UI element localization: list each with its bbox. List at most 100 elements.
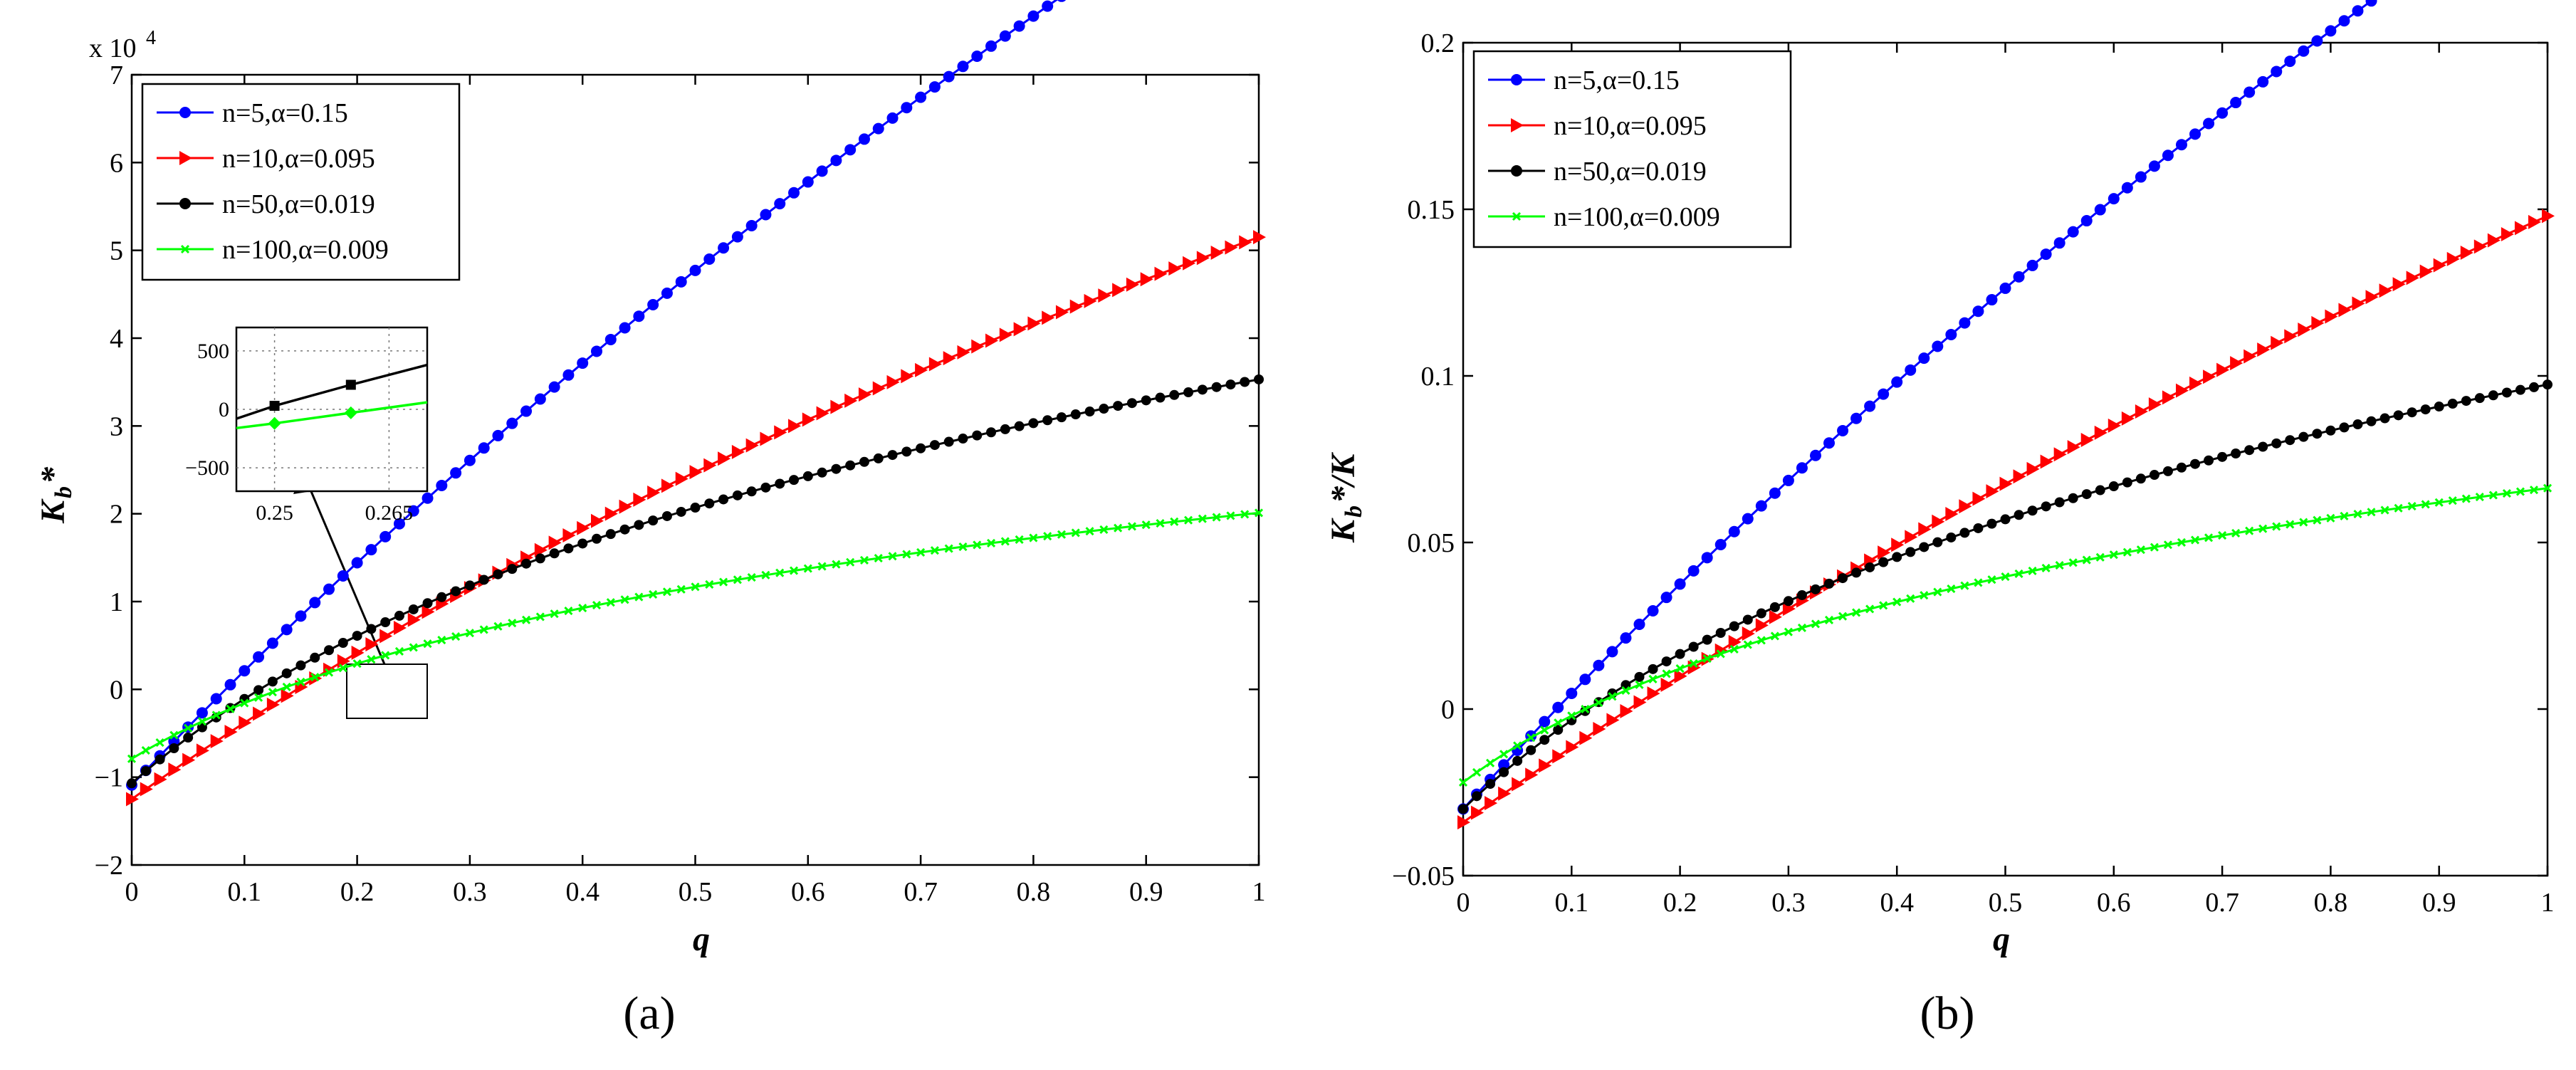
data-point <box>1945 506 1959 521</box>
data-point <box>1974 578 1983 587</box>
data-point <box>1240 510 1250 519</box>
data-point <box>1932 514 1945 529</box>
data-point <box>1687 565 1700 577</box>
data-point <box>1540 725 1549 735</box>
data-point <box>1932 340 1944 352</box>
legend-label: n=5,α=0.15 <box>1554 65 1680 95</box>
chart-b-ylabel-subscript: b <box>1341 505 1367 518</box>
data-point <box>1254 374 1264 384</box>
data-point <box>127 778 137 789</box>
data-point <box>2543 483 2553 493</box>
x-tick-label: 0.2 <box>1663 888 1697 918</box>
data-point <box>2094 204 2106 216</box>
data-point <box>1660 677 1674 692</box>
data-point <box>2054 497 2065 508</box>
data-point <box>732 490 743 500</box>
data-point <box>2244 445 2255 456</box>
data-point <box>1029 533 1038 542</box>
data-point <box>436 479 448 491</box>
data-point <box>1959 317 1971 329</box>
data-point <box>1170 517 1179 526</box>
data-point <box>365 544 377 556</box>
data-point <box>224 725 238 740</box>
data-point <box>1796 462 1808 474</box>
data-point <box>703 458 717 473</box>
legend-label: n=50,α=0.019 <box>222 189 375 219</box>
data-point <box>169 743 179 754</box>
x-tick-label: 0 <box>125 877 139 907</box>
data-point <box>1920 591 1929 600</box>
data-point <box>2121 411 2135 426</box>
data-point <box>1554 718 1563 728</box>
data-point <box>2406 271 2419 285</box>
data-point <box>197 717 206 726</box>
data-point <box>2027 505 2038 516</box>
data-point <box>521 615 531 624</box>
data-point <box>1499 767 1509 777</box>
data-point <box>422 492 434 504</box>
data-point <box>1755 618 1769 633</box>
data-point <box>1512 777 1525 792</box>
data-point <box>1864 400 1876 412</box>
data-point <box>196 743 209 758</box>
series-1 <box>1457 209 2555 830</box>
data-point <box>1906 594 1915 603</box>
data-point <box>1973 523 1984 533</box>
data-point <box>2067 440 2080 455</box>
x-tick-label: 0.1 <box>1555 888 1589 918</box>
data-point <box>2379 283 2392 298</box>
data-point <box>1946 532 1957 542</box>
data-point <box>2028 566 2037 575</box>
data-point <box>633 310 645 322</box>
data-point <box>1211 382 1222 392</box>
data-point <box>1959 528 1970 538</box>
data-point <box>1770 631 1779 641</box>
chart-a-ylabel-suffix: * <box>34 466 72 484</box>
data-point <box>1918 352 1930 364</box>
data-point <box>239 665 251 677</box>
data-point <box>1210 245 1224 260</box>
data-point <box>604 333 617 345</box>
data-point <box>634 520 644 530</box>
data-point <box>999 327 1012 342</box>
data-point <box>844 393 858 408</box>
data-point <box>295 610 307 622</box>
data-point <box>705 579 714 589</box>
data-point <box>1755 500 1767 512</box>
data-point <box>1071 528 1080 537</box>
data-point <box>578 603 587 613</box>
y-tick-label: 0.05 <box>1408 528 1455 558</box>
data-point <box>731 444 745 459</box>
data-point <box>478 442 490 454</box>
series-line <box>131 511 1260 760</box>
data-point <box>379 530 392 542</box>
data-point <box>957 61 969 73</box>
data-point <box>1043 532 1052 541</box>
data-point <box>760 431 773 446</box>
data-point <box>886 112 899 124</box>
data-point <box>775 478 785 489</box>
data-point <box>789 566 799 575</box>
data-point <box>844 144 857 156</box>
data-point <box>648 515 659 526</box>
data-point <box>2272 522 2281 531</box>
data-point <box>745 220 758 232</box>
data-point <box>254 693 263 702</box>
data-point <box>606 598 615 607</box>
data-point <box>691 582 700 592</box>
data-point <box>1850 412 1863 424</box>
chart-a-ylabel-subscript: b <box>51 486 77 498</box>
data-point <box>2271 438 2282 449</box>
data-point <box>1986 484 1999 499</box>
data-point <box>196 707 208 719</box>
data-point <box>2231 528 2241 537</box>
data-point <box>379 629 393 644</box>
data-point <box>409 643 418 652</box>
data-point <box>2080 432 2094 447</box>
series-2 <box>127 374 1264 789</box>
data-point <box>2162 150 2174 162</box>
data-point <box>2474 393 2485 404</box>
data-point <box>1648 674 1658 684</box>
data-point <box>493 621 503 631</box>
data-point <box>2190 458 2201 469</box>
